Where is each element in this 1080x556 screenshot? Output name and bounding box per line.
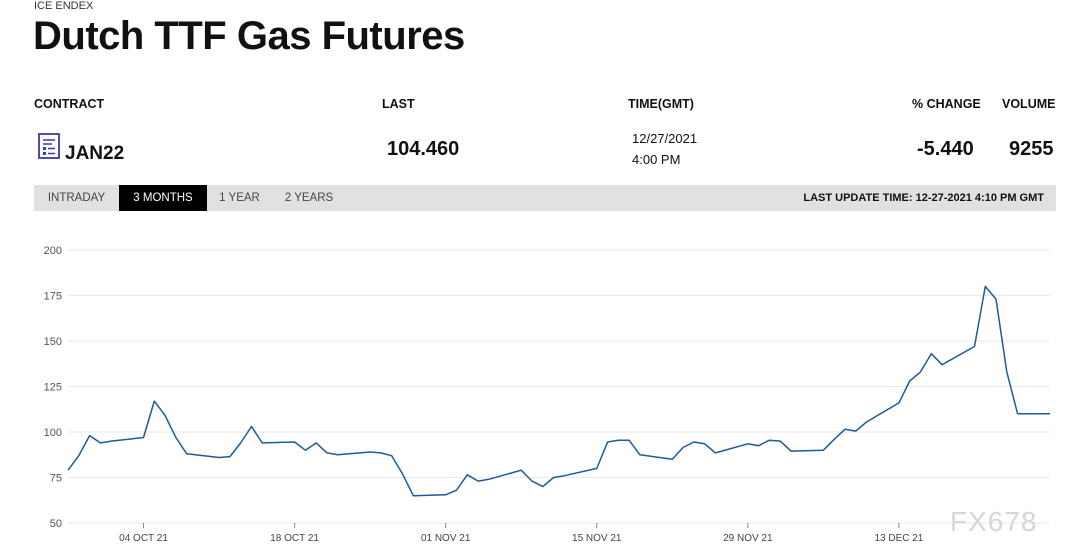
y-tick-label: 100 <box>44 427 62 439</box>
tab-1-year[interactable]: 1 YEAR <box>219 192 260 204</box>
range-tab-bar: INTRADAY 3 MONTHS 1 YEAR 2 YEARS LAST UP… <box>34 185 1056 211</box>
tab-3-months[interactable]: 3 MONTHS <box>119 185 207 211</box>
page-title: Dutch TTF Gas Futures <box>33 14 465 58</box>
quote-time: 4:00 PM <box>632 152 681 167</box>
tab-2-years[interactable]: 2 YEARS <box>284 192 334 204</box>
quote-date: 12/27/2021 <box>632 131 698 146</box>
y-tick-label: 150 <box>44 336 62 348</box>
watermark: FX678 <box>950 506 1038 537</box>
column-header-change: % CHANGE <box>912 97 981 111</box>
y-tick-label: 75 <box>50 473 62 485</box>
y-tick-label: 200 <box>44 245 62 257</box>
y-tick-label: 175 <box>44 291 62 303</box>
x-tick-label: 13 DEC 21 <box>874 533 923 544</box>
column-header-time: TIME(GMT) <box>628 97 694 111</box>
column-header-volume: VOLUME <box>1002 97 1056 111</box>
volume-value: 9255 <box>1009 138 1054 160</box>
x-tick-label: 29 NOV 21 <box>723 533 773 544</box>
exchange-label: ICE ENDEX <box>34 0 94 12</box>
last-update-time: LAST UPDATE TIME: 12-27-2021 4:10 PM GMT <box>803 192 1044 204</box>
column-header-last: LAST <box>382 97 415 111</box>
tab-intraday[interactable]: INTRADAY <box>47 192 106 204</box>
document-chart-icon[interactable] <box>38 133 60 159</box>
x-tick-label: 04 OCT 21 <box>119 533 168 544</box>
x-tick-label: 15 NOV 21 <box>572 533 622 544</box>
contract-name[interactable]: JAN22 <box>65 143 125 164</box>
percent-change: -5.440 <box>917 138 974 160</box>
y-tick-label: 50 <box>50 518 62 530</box>
y-tick-label: 125 <box>44 382 62 394</box>
last-price: 104.460 <box>387 138 460 160</box>
x-tick-label: 18 OCT 21 <box>270 533 319 544</box>
series-line <box>67 285 1050 497</box>
price-chart: 50 75 100 125 150 175 200 04 OCT 21 18 OCT 21 01 … <box>44 245 1050 544</box>
column-header-contract: CONTRACT <box>34 97 105 111</box>
x-tick-label: 01 NOV 21 <box>421 533 471 544</box>
